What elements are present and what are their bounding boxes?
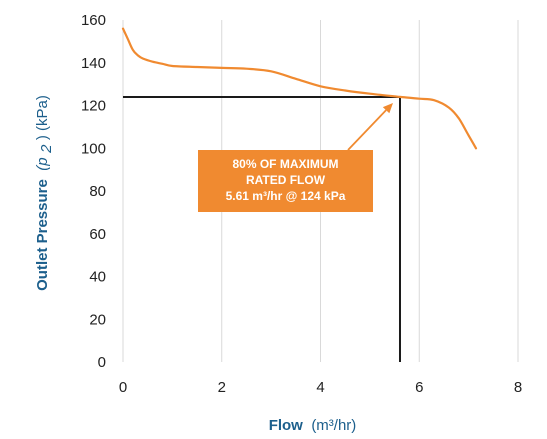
y-axis-title: Outlet Pressure (p 2 ) (kPa) [34,95,55,291]
y-axis-title-symbol: (p [34,157,51,170]
annotation-line-1: 80% OF MAXIMUM [232,157,338,171]
y-axis-title-unit: ) (kPa) [34,95,51,140]
y-axis-title-subscript: 2 [38,144,55,154]
x-tick-label: 0 [119,379,127,396]
x-tick-label: 4 [316,379,324,396]
x-tick-label: 6 [415,379,423,396]
x-tick-label: 8 [514,379,522,396]
y-axis-title-main: Outlet Pressure [34,179,51,291]
x-axis-title-main: Flow [269,417,303,434]
y-tick-label: 120 [81,98,106,115]
y-tick-label: 160 [81,12,106,29]
y-tick-label: 0 [98,354,106,371]
y-tick-label: 60 [89,226,106,243]
annotation-arrow [347,109,387,151]
y-tick-labels: 0 20 40 60 80 100 120 140 160 [81,12,106,371]
series-line-outlet-pressure [121,27,478,150]
x-tick-labels: 0 2 4 6 8 [119,379,522,396]
x-tick-label: 2 [218,379,226,396]
x-axis-title: Flow (m³/hr) [269,417,357,434]
x-axis-title-unit: (m³/hr) [311,417,356,434]
annotation-arrow-head [382,102,393,114]
operating-point-lines [123,95,401,362]
annotation-box [198,150,373,212]
y-tick-label: 140 [81,55,106,72]
annotation-line-3: 5.61 m³/hr @ 124 kPa [226,189,346,203]
annotation-line-2: RATED FLOW [246,173,326,187]
y-tick-label: 40 [89,269,106,286]
y-tick-label: 80 [89,183,106,200]
annotation: 80% OF MAXIMUM RATED FLOW 5.61 m³/hr @ 1… [198,102,393,212]
y-tick-label: 100 [81,140,106,157]
y-tick-label: 20 [89,311,106,328]
